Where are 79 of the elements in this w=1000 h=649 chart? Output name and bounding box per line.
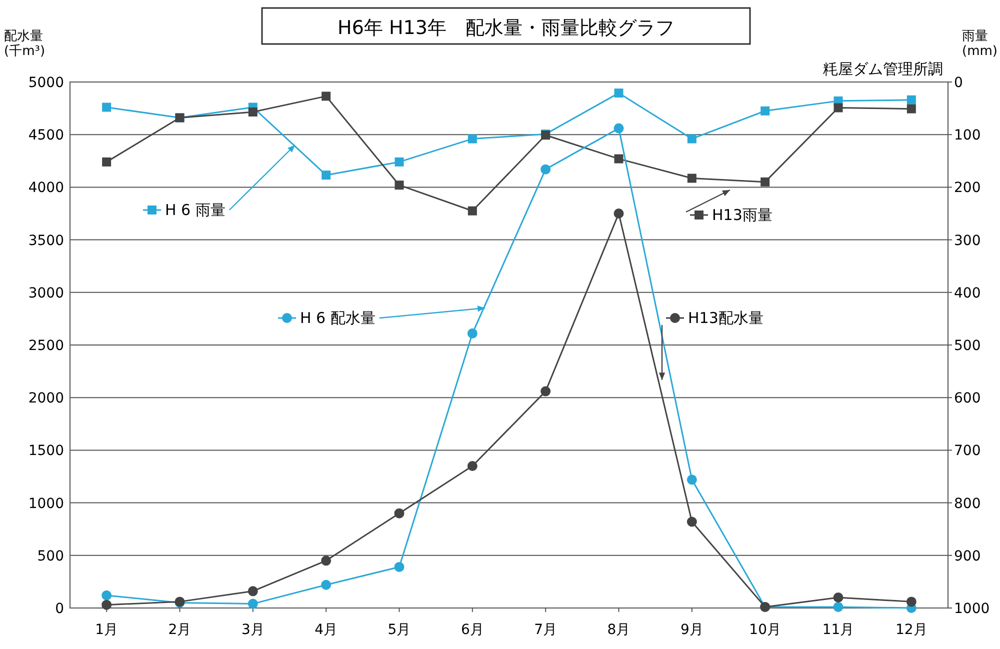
point [394,508,404,518]
x-tick-label: 10月 [749,622,781,638]
text: 粍屋ダム管理所調 [823,60,943,78]
point [321,556,332,566]
y-tick-label: 3000 [28,285,64,302]
point [833,592,844,602]
point [394,180,404,190]
x-tick-label: 4月 [314,622,338,638]
point [614,123,624,134]
point [394,562,404,572]
x-tick-label: 5月 [388,622,411,638]
y2-tick-label: 600 [954,390,981,407]
point [102,157,112,166]
point [834,103,843,112]
point [906,95,916,104]
point [321,580,332,590]
point [614,154,624,164]
y2-tick-label: 400 [954,285,981,302]
legend-label: H13雨量 [712,206,772,224]
point [248,107,258,116]
y-tick-label: 5000 [28,75,64,91]
x-tick-label: 2月 [168,622,192,638]
x-tick-label: 9月 [680,622,704,638]
y-tick-label: 500 [37,548,64,564]
point [248,598,258,609]
point [322,92,331,101]
point [468,206,477,216]
x-tick-label: 3月 [241,622,264,638]
point [102,600,112,610]
point [760,177,770,186]
point [394,157,404,166]
y2-axis-title: 雨量 (mm) [962,29,998,59]
y2-tick-label: 100 [954,128,981,144]
point [540,164,551,174]
y-tick-label: 1500 [28,443,64,460]
y2-tick-label: 1000 [954,601,990,617]
x-tick-label: 8月 [607,622,630,638]
y-tick-label: 1000 [28,496,64,512]
y2-tick-label: 500 [954,338,981,354]
point [906,596,916,607]
x-tick-label: 6月 [460,622,484,638]
point [248,586,258,596]
point [468,134,477,144]
x-tick-label: 7月 [534,622,558,638]
chart-title: H6年 H13年 配水量・雨量比較グラフ [338,17,674,39]
x-tick-label: 1月 [95,622,118,638]
y2-tick-label: 800 [954,496,981,512]
y-tick-label: 4500 [28,128,64,144]
y-tick-label: 2500 [28,338,64,354]
point [467,460,478,471]
y2-tick-label: 200 [954,180,981,196]
legend-label: H 6 雨量 [165,201,226,219]
x-tick-label: 11月 [822,622,854,638]
point [687,134,696,144]
y-tick-label: 0 [55,601,64,617]
legend-label: H 6 配水量 [300,309,376,327]
point [614,208,624,218]
y-tick-label: 2000 [28,390,64,407]
point [540,386,551,396]
point [833,602,844,612]
point [906,104,916,114]
point [102,102,112,112]
y-axis-title: 配水量 (千m³) [4,29,46,59]
point [686,516,697,527]
y-tick-label: 3500 [28,232,64,249]
y2-tick-label: 0 [954,75,963,91]
y2-tick-label: 300 [954,232,981,249]
legend-label: H13配水量 [688,309,764,327]
point [686,474,697,485]
point [760,106,770,116]
x-tick-label: 12月 [896,622,928,638]
y2-tick-label: 700 [954,443,981,460]
point [614,88,624,98]
point [102,590,112,600]
point [687,174,696,183]
point [322,170,331,180]
point [467,328,478,338]
y2-tick-label: 900 [954,548,981,564]
y-tick-label: 4000 [28,180,64,196]
